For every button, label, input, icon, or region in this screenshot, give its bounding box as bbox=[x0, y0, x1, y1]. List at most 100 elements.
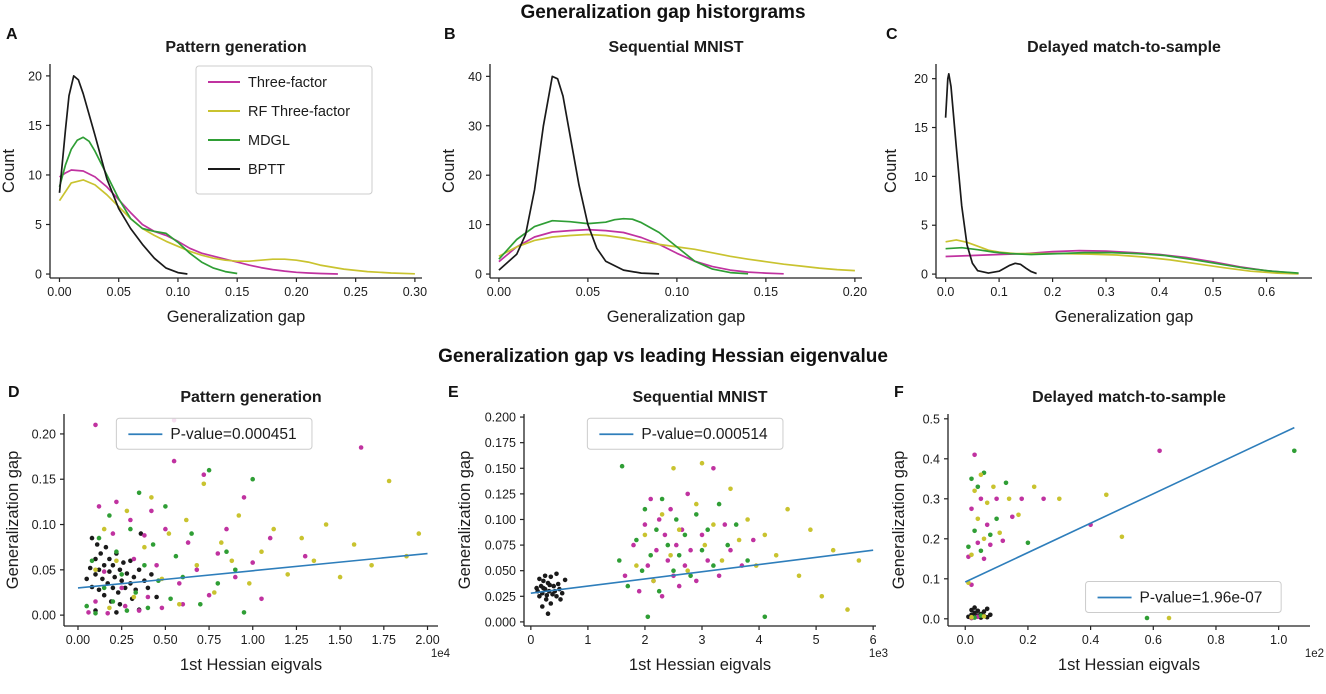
x-tick-label: 0.1 bbox=[990, 285, 1007, 299]
x-tick-label: 2.00 bbox=[415, 633, 439, 647]
y-tick-label: 30 bbox=[468, 119, 482, 133]
x-tick-label: 5 bbox=[813, 633, 820, 647]
x-axis-offset-label: 1e3 bbox=[869, 648, 888, 660]
x-tick-label: 0.0 bbox=[957, 633, 974, 647]
series-mdgl bbox=[617, 463, 768, 620]
chart-title: Delayed match-to-sample bbox=[1027, 39, 1221, 56]
panel-label-f: F bbox=[894, 384, 904, 401]
legend-label: BPTT bbox=[248, 162, 285, 178]
y-tick-label: 0.00 bbox=[32, 609, 56, 623]
y-tick-label: 0.150 bbox=[485, 462, 516, 476]
panel-delayed-match-scatter: 0.0 0.2 0.4 0.6 0.8 1.0 0.0 0.1 0.2 0.3 0.4 0.5 Dela… bbox=[890, 380, 1326, 688]
legend-label: RF Three-factor bbox=[248, 104, 350, 120]
chart-delayed-match-scatter: 0.0 0.2 0.4 0.6 0.8 1.0 0.0 0.1 0.2 0.3 0.4 0.5 Dela… bbox=[890, 389, 1324, 674]
axes: 0.00 0.25 0.50 0.75 1.00 1.25 1.50 1.75 2.00 0.00… bbox=[4, 389, 451, 674]
y-axis-label: Generalization gap bbox=[890, 451, 908, 590]
chart-pattern-generation-scatter: 0.00 0.25 0.50 0.75 1.00 1.25 1.50 1.75 2.00 0.00… bbox=[4, 389, 451, 674]
y-tick-label: 0.025 bbox=[485, 590, 516, 604]
chart-delayed-match-kde: 0.0 0.1 0.2 0.3 0.4 0.5 0.6 0 5 10 15 20 Delayed mat… bbox=[882, 39, 1312, 326]
chart-title: Pattern generation bbox=[180, 389, 321, 406]
x-tick-label: 0.20 bbox=[284, 285, 308, 299]
x-tick-label: 0.4 bbox=[1082, 633, 1099, 647]
y-tick-label: 20 bbox=[468, 169, 482, 183]
bottom-section-title: Generalization gap vs leading Hessian ei… bbox=[438, 346, 888, 367]
x-tick-label: 0.20 bbox=[843, 285, 867, 299]
panel-label-b: B bbox=[444, 26, 456, 43]
x-tick-label: 0.4 bbox=[1151, 285, 1168, 299]
y-tick-label: 20 bbox=[28, 69, 42, 83]
y-tick-label: 0.175 bbox=[485, 436, 516, 450]
x-tick-label: 0.15 bbox=[754, 285, 778, 299]
chart-pattern-generation-kde: 0.00 0.05 0.10 0.15 0.20 0.25 0.30 0 5 10 15 20 Patt… bbox=[0, 39, 427, 326]
series-mdgl bbox=[498, 217, 749, 275]
x-tick-label: 1.50 bbox=[328, 633, 352, 647]
x-tick-label: 0.00 bbox=[47, 285, 71, 299]
x-tick-label: 0.2 bbox=[1044, 285, 1061, 299]
legend-label: Three-factor bbox=[248, 75, 327, 91]
x-tick-label: 3 bbox=[699, 633, 706, 647]
panel-label-a: A bbox=[6, 26, 18, 43]
x-tick-label: 1.25 bbox=[284, 633, 308, 647]
x-axis-label: 1st Hessian eigvals bbox=[1058, 656, 1200, 674]
x-axis-label: Generalization gap bbox=[167, 308, 306, 326]
series-rf-three-factor bbox=[93, 478, 422, 611]
x-tick-label: 0.75 bbox=[197, 633, 221, 647]
y-tick-label: 5 bbox=[35, 218, 42, 232]
panel-pattern-generation-scatter: 0.00 0.25 0.50 0.75 1.00 1.25 1.50 1.75 2.00 0.00… bbox=[0, 380, 452, 688]
y-tick-label: 10 bbox=[914, 170, 928, 184]
x-tick-label: 0 bbox=[527, 633, 534, 647]
x-tick-label: 0.50 bbox=[153, 633, 177, 647]
axes: 0.0 0.2 0.4 0.6 0.8 1.0 0.0 0.1 0.2 0.3 0.4 0.5 Dela… bbox=[890, 389, 1324, 674]
x-tick-label: 0.10 bbox=[166, 285, 190, 299]
chart-title: Sequential MNIST bbox=[632, 389, 767, 406]
x-tick-label: 0.0 bbox=[937, 285, 954, 299]
panel-delayed-match-kde: 0.0 0.1 0.2 0.3 0.4 0.5 0.6 0 5 10 15 20 Delayed mat… bbox=[878, 24, 1326, 342]
y-tick-label: 0.125 bbox=[485, 487, 516, 501]
series-bptt bbox=[58, 75, 188, 275]
y-tick-label: 0.05 bbox=[32, 563, 56, 577]
legend: P-value=1.96e-07 bbox=[1085, 580, 1282, 613]
x-tick-label: 0.05 bbox=[107, 285, 131, 299]
x-tick-label: 0.10 bbox=[665, 285, 689, 299]
x-tick-label: 1.75 bbox=[372, 633, 396, 647]
series-three-factor bbox=[59, 169, 338, 275]
axes: 0.0 0.1 0.2 0.3 0.4 0.5 0.6 0 5 10 15 20 Delayed mat… bbox=[882, 39, 1312, 326]
pvalue-label: P-value=0.000451 bbox=[170, 426, 296, 443]
y-tick-label: 0.200 bbox=[485, 411, 516, 425]
y-tick-label: 0.100 bbox=[485, 513, 516, 527]
chart-sequential-mnist-kde: 0.00 0.05 0.10 0.15 0.20 0 10 20 30 40 Sequential … bbox=[440, 39, 867, 326]
x-tick-label: 0.3 bbox=[1097, 285, 1114, 299]
y-tick-label: 20 bbox=[914, 72, 928, 86]
series-mdgl bbox=[966, 448, 1297, 621]
x-tick-label: 0.6 bbox=[1258, 285, 1275, 299]
x-axis-label: 1st Hessian eigvals bbox=[629, 656, 771, 674]
series-rf-three-factor bbox=[58, 179, 415, 275]
legend: Three-factor RF Three-factor MDGL BPTT bbox=[195, 65, 373, 195]
x-tick-label: 0.2 bbox=[1019, 633, 1036, 647]
y-tick-label: 0 bbox=[35, 268, 42, 282]
panel-label-e: E bbox=[448, 384, 459, 401]
y-axis-label: Generalization gap bbox=[456, 451, 474, 590]
chart-title: Sequential MNIST bbox=[608, 39, 743, 56]
y-tick-label: 40 bbox=[468, 70, 482, 84]
top-section-title: Generalization gap historgrams bbox=[520, 2, 806, 23]
y-axis-label: Count bbox=[440, 149, 458, 193]
series-three-factor bbox=[86, 418, 364, 616]
y-axis-label: Count bbox=[882, 149, 900, 193]
x-tick-label: 1.0 bbox=[1270, 633, 1287, 647]
axes: 0 1 2 3 4 5 6 0.000 0.025 0.050 0.075 0.100 0.125 0.1… bbox=[456, 389, 888, 674]
x-tick-label: 0.00 bbox=[66, 633, 90, 647]
x-tick-label: 0.25 bbox=[343, 285, 367, 299]
legend: P-value=0.000451 bbox=[115, 417, 313, 450]
fit-line bbox=[530, 549, 874, 595]
x-tick-label: 0.15 bbox=[225, 285, 249, 299]
panel-sequential-mnist-scatter: 0 1 2 3 4 5 6 0.000 0.025 0.050 0.075 0.100 0.125 0.1… bbox=[452, 380, 890, 688]
y-tick-label: 0.3 bbox=[923, 492, 940, 506]
x-tick-label: 6 bbox=[870, 633, 877, 647]
series-bptt bbox=[944, 72, 1037, 275]
series-rf-three-factor bbox=[966, 472, 1172, 621]
y-tick-label: 5 bbox=[921, 219, 928, 233]
y-tick-label: 0.15 bbox=[32, 473, 56, 487]
y-tick-label: 0.075 bbox=[485, 539, 516, 553]
